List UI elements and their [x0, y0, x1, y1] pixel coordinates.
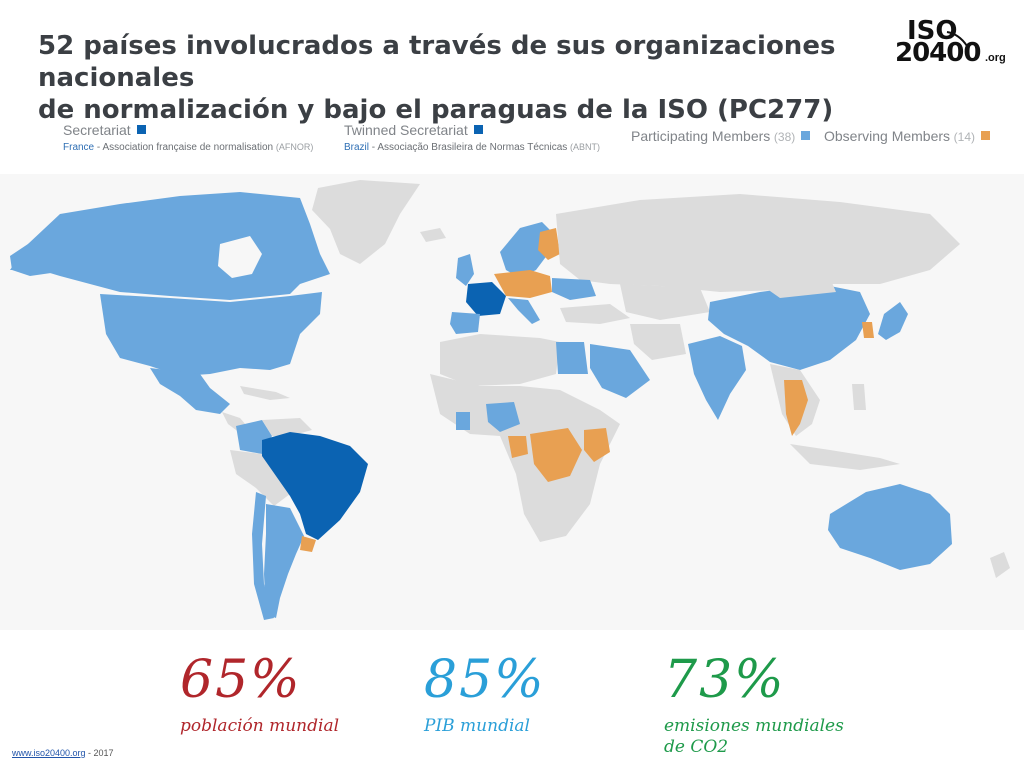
footer-link[interactable]: www.iso20400.org — [12, 748, 86, 758]
logo-line-1: ISO — [907, 16, 958, 46]
region-kenya — [584, 428, 610, 462]
region-cameroon — [508, 436, 528, 458]
stat-pib-label: PIB mundial — [424, 716, 530, 736]
region-france — [466, 282, 506, 316]
legend-participating-swatch — [801, 131, 811, 140]
title-line-2: de normalización y bajo el paraguas de l… — [38, 95, 834, 125]
region-indonesia — [790, 444, 900, 470]
region-korea — [862, 322, 874, 338]
secretariat-abbr: (AFNOR) — [275, 142, 314, 152]
legend-secretariat-detail: France - Association française de normal… — [63, 142, 313, 153]
region-iran — [630, 324, 686, 360]
stat-emisiones-value: 73% — [664, 650, 786, 710]
twinned-country: Brazil — [344, 142, 370, 153]
twinned-separator: - — [369, 142, 378, 153]
stat-pib-value: 85% — [424, 650, 546, 710]
region-chile — [252, 492, 274, 620]
region-kazakhstan — [620, 284, 710, 320]
world-map-svg — [10, 180, 1010, 620]
legend-participating: Participating Members (38) — [631, 128, 811, 144]
region-egypt — [556, 342, 588, 374]
region-greenland — [312, 180, 420, 264]
stat-emisiones: 73% emisiones mundiales de CO2 — [664, 650, 854, 758]
legend-secretariat-label: Secretariat — [63, 122, 131, 138]
stat-poblacion: 65% población mundial — [180, 650, 380, 737]
legend-twinned-label: Twinned Secretariat — [344, 122, 468, 138]
region-alaska — [10, 236, 60, 276]
region-hudson-bay — [218, 236, 262, 278]
region-ukraine — [552, 278, 596, 300]
region-thailand — [784, 380, 808, 436]
region-iceland — [420, 228, 446, 242]
region-russia — [556, 194, 960, 292]
logo-curve-icon — [946, 31, 968, 47]
legend-secretariat-swatch — [136, 125, 146, 134]
region-china — [708, 284, 870, 370]
region-dr-congo — [530, 428, 582, 482]
region-central-europe — [494, 270, 552, 298]
region-ivory-coast — [456, 412, 470, 430]
region-west-africa — [430, 374, 620, 542]
legend-secretariat: Secretariat France - Association françai… — [63, 122, 313, 153]
legend-observing-label: Observing Members — [824, 128, 951, 144]
legend-observing-count: (14) — [953, 130, 976, 144]
region-venezuela — [262, 418, 312, 436]
region-argentina — [264, 504, 304, 618]
region-usa — [100, 292, 322, 376]
region-mongolia — [760, 278, 836, 298]
region-japan — [878, 302, 908, 340]
iso20400-logo: ISO 20400 .org — [893, 16, 1011, 68]
region-italy — [508, 298, 540, 324]
region-nigeria — [486, 402, 520, 432]
stat-pib: 85% PIB mundial — [424, 650, 624, 737]
region-uruguay — [300, 536, 316, 552]
region-australia — [828, 484, 952, 570]
region-uk — [456, 254, 474, 286]
legend-twinned-detail: Brazil - Associação Brasileira de Normas… — [344, 142, 600, 153]
region-india — [688, 336, 746, 420]
region-north-africa — [440, 334, 560, 386]
page-title: 52 países involucrados a través de sus o… — [38, 30, 888, 126]
region-peru-bolivia — [230, 450, 290, 506]
world-map — [0, 174, 1024, 630]
region-saudi — [590, 344, 650, 398]
logo-line-2: 20400 — [895, 38, 981, 68]
twinned-org: Associação Brasileira de Normas Técnicas — [377, 142, 568, 153]
region-finland — [538, 228, 560, 260]
region-turkey — [560, 304, 630, 324]
region-caribbean — [240, 386, 290, 400]
secretariat-org: Association française de normalisation — [102, 142, 274, 153]
footer: www.iso20400.org - 2017 — [12, 748, 114, 758]
twinned-abbr: (ABNT) — [570, 142, 601, 152]
secretariat-country: France — [63, 142, 95, 153]
region-new-zealand — [990, 552, 1010, 578]
stat-poblacion-value: 65% — [180, 650, 302, 710]
legend-observing: Observing Members (14) — [824, 128, 991, 144]
region-brazil — [262, 432, 368, 540]
region-philippines — [852, 384, 866, 410]
legend-observing-swatch — [981, 131, 991, 140]
legend-participating-count: (38) — [773, 130, 796, 144]
legend-twinned-secretariat: Twinned Secretariat Brazil - Associação … — [344, 122, 600, 153]
footer-year: - 2017 — [85, 748, 114, 758]
region-iberia — [450, 312, 480, 334]
stat-emisiones-label: emisiones mundiales de CO2 — [664, 716, 844, 757]
region-mexico — [150, 368, 230, 414]
legend-participating-label: Participating Members — [631, 128, 771, 144]
secretariat-separator: - — [94, 142, 103, 153]
stat-poblacion-label: población mundial — [180, 716, 340, 736]
legend-twinned-swatch — [473, 125, 483, 134]
title-line-1: 52 países involucrados a través de sus o… — [38, 31, 836, 93]
logo-suffix: .org — [985, 52, 1006, 64]
